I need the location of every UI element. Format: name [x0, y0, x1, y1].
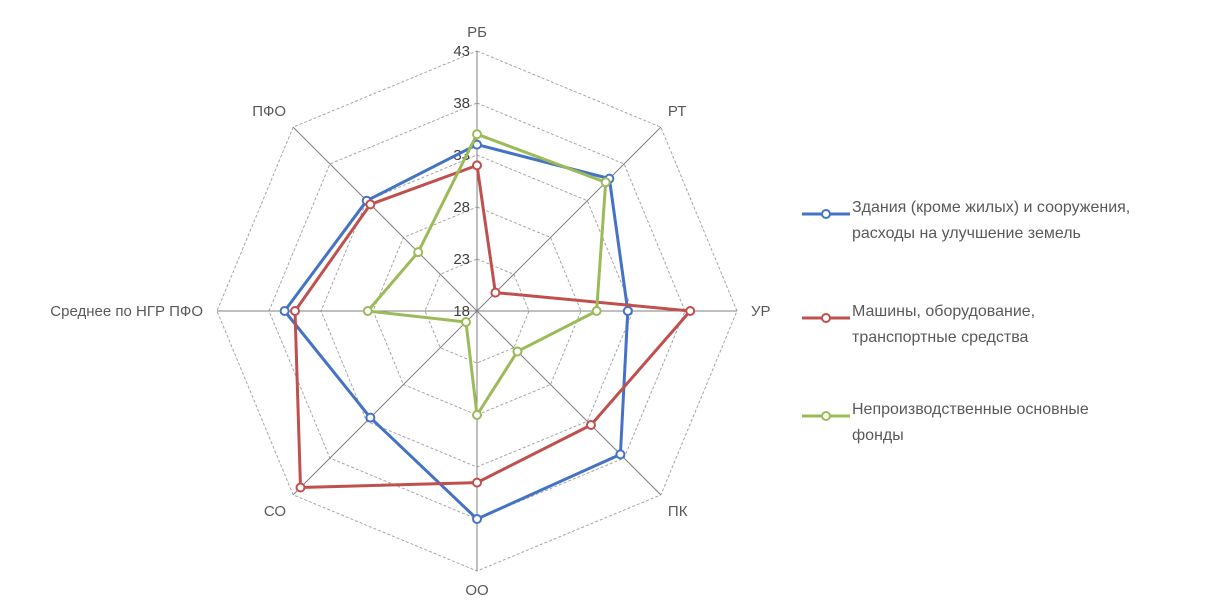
- legend-swatch-buildings: [800, 198, 852, 220]
- legend-item-machinery: Машины, оборудование, транспортные средс…: [800, 302, 1210, 400]
- data-point: [290, 306, 300, 316]
- data-point: [365, 412, 376, 423]
- axis-spoke: [476, 310, 662, 496]
- series-1: [290, 160, 696, 493]
- legend-item-buildings: Здания (кроме жилых) и сооружения, расхо…: [800, 198, 1210, 302]
- data-point: [472, 129, 482, 140]
- chart-legend: Здания (кроме жилых) и сооружения, расхо…: [800, 198, 1210, 449]
- radar-category-labels: РБ РТ УР ПК ОО СО Среднее по НГР ПФО ПФО: [50, 24, 770, 599]
- data-point: [279, 306, 290, 316]
- category-label: УР: [751, 303, 771, 320]
- legend-marker: [821, 313, 831, 323]
- legend-marker: [821, 209, 831, 219]
- tick-label: 28: [453, 199, 470, 216]
- data-point: [585, 419, 596, 430]
- legend-label-nonproduction: Непроизводственные основные фонды: [852, 401, 1089, 444]
- data-point: [512, 346, 523, 357]
- legend-label-machinery: Машины, оборудование, транспортные средс…: [852, 303, 1036, 346]
- axis-spoke: [292, 126, 478, 312]
- data-point: [615, 449, 626, 460]
- data-point: [591, 306, 602, 316]
- legend-swatch-nonproduction: [800, 400, 852, 422]
- category-label: РТ: [668, 103, 687, 120]
- data-point: [472, 514, 482, 524]
- legend-label-buildings: Здания (кроме жилых) и сооружения, расхо…: [852, 199, 1131, 242]
- data-point: [362, 306, 373, 316]
- axis-spoke: [292, 310, 478, 496]
- radar-axes: [217, 51, 737, 571]
- category-label: ОО: [465, 582, 488, 599]
- data-point: [490, 287, 501, 298]
- tick-label: 18: [453, 303, 470, 320]
- radar-series: [279, 129, 696, 524]
- tick-label: 38: [453, 95, 470, 112]
- grid-ring-23: [424, 258, 530, 364]
- series-2: [362, 129, 611, 420]
- series-line: [366, 132, 608, 417]
- axis-spoke: [476, 126, 662, 312]
- legend-marker: [821, 411, 831, 421]
- category-label: ПФО: [252, 103, 286, 120]
- legend-swatch-machinery: [800, 302, 852, 324]
- data-point: [622, 306, 633, 316]
- data-point: [685, 306, 696, 316]
- grid-ring-28: [372, 206, 582, 416]
- data-point: [460, 317, 471, 328]
- category-label: СО: [264, 503, 286, 520]
- category-label: ПК: [668, 503, 688, 520]
- legend-item-nonproduction: Непроизводственные основные фонды: [800, 400, 1210, 449]
- data-point: [472, 477, 482, 488]
- data-point: [472, 160, 482, 171]
- data-point: [472, 410, 482, 420]
- tick-label: 43: [453, 43, 470, 60]
- data-point: [295, 482, 306, 493]
- category-label: Среднее по НГР ПФО: [50, 303, 203, 320]
- data-point: [365, 199, 376, 210]
- data-point: [413, 247, 424, 258]
- data-point: [600, 177, 611, 188]
- category-label: РБ: [467, 24, 487, 41]
- tick-label: 23: [453, 251, 470, 268]
